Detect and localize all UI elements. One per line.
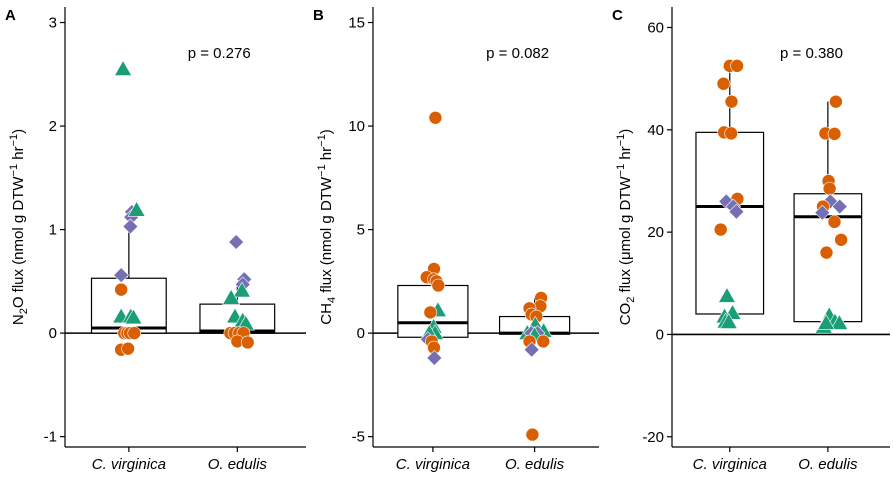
- point-circle: [827, 127, 842, 141]
- x-tick-label: C. virginica: [396, 456, 470, 473]
- y-tick-label: 0: [656, 326, 664, 343]
- point-triangle: [127, 200, 146, 217]
- point-circle: [730, 59, 744, 73]
- point-diamond: [728, 203, 745, 220]
- y-tick-label: 3: [49, 15, 57, 32]
- y-tick-label: 1: [49, 222, 57, 239]
- box: [695, 131, 765, 315]
- y-tick-label: 5: [357, 222, 365, 239]
- point-circle: [724, 126, 738, 141]
- point-circle: [716, 76, 731, 91]
- p-value: p = 0.276: [188, 45, 251, 62]
- point-circle: [423, 305, 438, 320]
- point-circle: [819, 245, 834, 260]
- x-tick-label: O. edulis: [208, 456, 268, 473]
- point-circle: [724, 94, 739, 109]
- point-triangle: [719, 313, 738, 329]
- point-triangle: [124, 308, 143, 325]
- x-tick-label: O. edulis: [505, 456, 565, 473]
- point-diamond: [113, 267, 130, 284]
- point-circle: [713, 222, 728, 237]
- x-tick-label: O. edulis: [798, 456, 858, 473]
- y-tick-label: 40: [647, 122, 664, 139]
- point-diamond: [814, 204, 831, 221]
- point-triangle: [830, 314, 849, 330]
- panel-B: -5 0 5 10 15 C. virginica O. edulis p = 0.082 B C…: [313, 7, 599, 473]
- point-circle: [827, 215, 842, 229]
- panel-label: B: [313, 7, 324, 24]
- point-circle: [525, 427, 540, 442]
- x-tick-label: C. virginica: [693, 456, 767, 473]
- y-tick-label: 10: [348, 118, 365, 135]
- x-tick-label: C. virginica: [92, 456, 166, 473]
- box: [90, 277, 167, 334]
- point-triangle: [717, 286, 736, 303]
- point-circle: [822, 181, 837, 196]
- point-circle: [240, 335, 255, 350]
- point-triangle: [232, 281, 251, 298]
- p-value: p = 0.380: [780, 45, 843, 62]
- point-circle: [536, 334, 551, 349]
- point-diamond: [122, 218, 139, 235]
- y-tick-label: 60: [647, 19, 664, 36]
- panel-C: -20 0 20 40 60 C. virginica O. edulis p = 0.380…: [612, 7, 890, 473]
- y-axis-title: CH4 flux (nmol g DTW−1 hr−1): [316, 129, 338, 324]
- point-diamond: [831, 198, 848, 215]
- point-diamond: [426, 350, 443, 366]
- y-axis-title: CO2 flux (μmol g DTW−1 hr−1): [615, 129, 637, 326]
- panel-label: A: [5, 7, 16, 24]
- panel-label: C: [612, 7, 623, 24]
- y-tick-label: 0: [357, 325, 365, 342]
- point-triangle: [817, 314, 836, 330]
- point-diamond: [523, 341, 540, 358]
- point-circle: [121, 341, 135, 356]
- point-circle: [431, 278, 446, 293]
- point-triangle: [114, 60, 133, 76]
- point-circle: [114, 282, 128, 297]
- y-tick-label: 2: [49, 118, 57, 135]
- y-tick-label: -20: [642, 429, 664, 446]
- y-tick-label: -1: [44, 429, 57, 446]
- point-triangle: [222, 288, 241, 305]
- point-circle: [127, 326, 142, 340]
- y-axis-title: N2O flux (nmol g DTW−1 hr−1): [8, 129, 30, 325]
- point-circle: [829, 94, 843, 109]
- y-tick-label: -5: [352, 429, 365, 446]
- point-diamond: [228, 234, 245, 250]
- p-value: p = 0.082: [486, 45, 549, 62]
- y-tick-label: 0: [49, 325, 57, 342]
- point-circle: [834, 232, 848, 247]
- panel-A: -1 0 1 2 3 C. virginica O. edulis p = 0.276 A N2O…: [5, 7, 306, 473]
- y-tick-label: 20: [647, 224, 664, 241]
- point-circle: [428, 110, 443, 125]
- y-tick-label: 15: [348, 15, 365, 32]
